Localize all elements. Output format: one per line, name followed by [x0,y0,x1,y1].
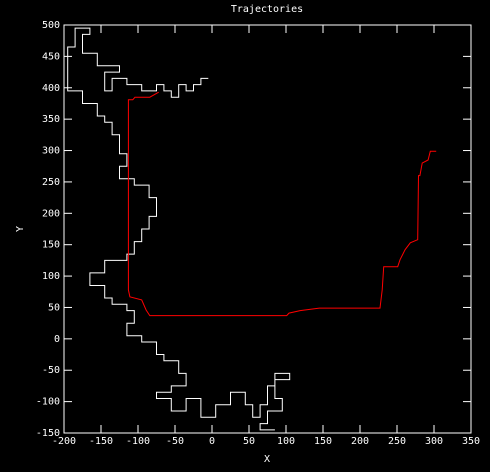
y-tick-label: 150 [42,240,60,251]
x-tick-label: 100 [277,436,295,447]
x-tick-label: -150 [89,436,113,447]
y-tick-label: 100 [42,271,60,282]
x-tick-label: 0 [209,436,215,447]
x-tick-label: 350 [462,436,480,447]
plot-frame [63,24,472,434]
y-tick-label: 0 [54,334,60,345]
y-tick-label: 450 [42,51,60,62]
chart-title: Trajectories [231,4,303,15]
y-tick-label: 50 [48,302,60,313]
x-tick-label: 150 [314,436,332,447]
y-tick-label: -50 [42,365,60,376]
y-tick-label: 250 [42,177,60,188]
y-tick-label: -100 [36,397,60,408]
trajectory-line [127,91,437,317]
y-tick-label: 500 [42,20,60,31]
trajectory-line [67,27,291,431]
x-tick-label: 200 [351,436,369,447]
y-tick-label: 400 [42,83,60,94]
x-axis-label: X [264,454,270,465]
x-tick-label: 50 [243,436,255,447]
x-tick-label: 300 [425,436,443,447]
x-tick-label: -50 [166,436,184,447]
y-tick-label: 200 [42,208,60,219]
y-tick-label: 300 [42,146,60,157]
x-tick-label: -100 [126,436,150,447]
y-tick-label: 350 [42,114,60,125]
x-tick-label: -200 [52,436,76,447]
y-axis-label: Y [15,226,26,232]
y-tick-label: -150 [36,428,60,439]
x-tick-label: 250 [388,436,406,447]
